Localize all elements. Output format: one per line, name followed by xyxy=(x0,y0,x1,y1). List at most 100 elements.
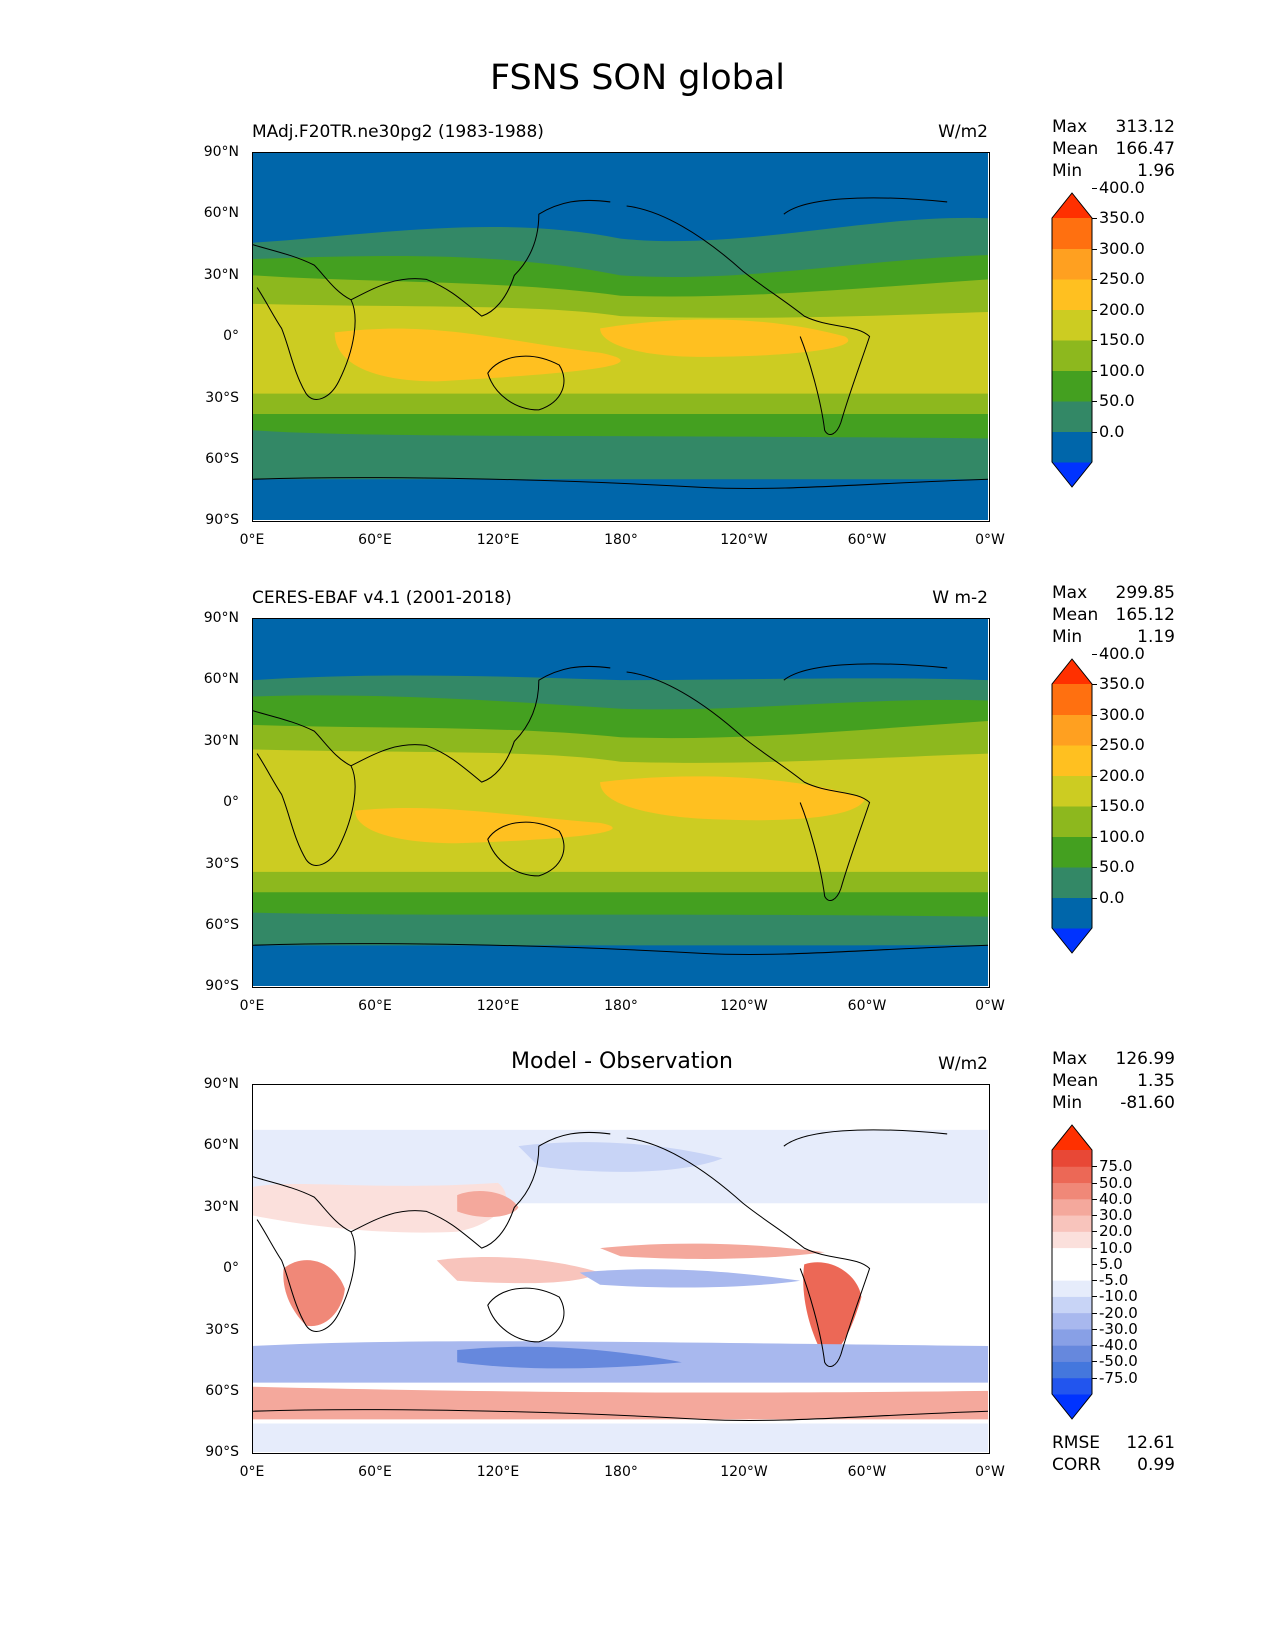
blob-blue-so xyxy=(457,1346,682,1369)
colorbar-tick xyxy=(1092,1231,1097,1233)
colorbar-swatch xyxy=(1052,806,1092,837)
colorbar-tick xyxy=(1092,1182,1097,1184)
stat-key: RMSE xyxy=(1052,1433,1101,1453)
stat-key: Max xyxy=(1052,117,1088,137)
colorbar-label: 40.0 xyxy=(1099,1189,1133,1208)
colorbar-label: 350.0 xyxy=(1099,674,1145,693)
colorbar-tick xyxy=(1092,775,1097,777)
colorbar-tick xyxy=(1092,1312,1097,1314)
colorbar-label: 50.0 xyxy=(1099,391,1135,410)
p1-lon-120w: 120°W xyxy=(720,532,768,548)
band-red-acc xyxy=(253,1386,988,1420)
colorbar-swatch xyxy=(1052,370,1092,402)
panel2-map-svg xyxy=(253,619,988,986)
panel3-units: W/m2 xyxy=(938,1054,988,1074)
colorbar-swatch xyxy=(1052,340,1092,371)
p3-lat-90n: 90°N xyxy=(203,1076,239,1092)
p3-lon-60e: 60°E xyxy=(358,1464,392,1480)
p1-lat-30s: 30°S xyxy=(205,390,239,406)
colorbar-extend-max xyxy=(1052,1125,1092,1150)
coastlines xyxy=(253,197,988,489)
blob-blue-npac xyxy=(518,1142,723,1172)
colorbar-label: -10.0 xyxy=(1099,1287,1138,1306)
colorbar-tick xyxy=(1092,1166,1097,1168)
colorbar-swatch xyxy=(1052,1345,1092,1362)
colorbar-tick xyxy=(1092,897,1097,899)
p3-lon-180: 180° xyxy=(604,1464,638,1480)
p2-lat-60s: 60°S xyxy=(205,917,239,933)
blob-gold-pac xyxy=(600,776,866,821)
colorbar-swatch xyxy=(1052,248,1092,280)
colorbar-tick xyxy=(1092,279,1097,280)
p3-lat-90s: 90°S xyxy=(205,1444,239,1460)
band-polar-s xyxy=(253,945,988,986)
stat-key: Mean xyxy=(1052,1071,1099,1091)
p1-lat-60s: 60°S xyxy=(205,451,239,467)
colorbar-tick xyxy=(1092,1215,1097,1217)
colorbar-label: -40.0 xyxy=(1099,1336,1138,1355)
colorbar-tick xyxy=(1092,1361,1097,1363)
p2-lat-90n: 90°N xyxy=(203,610,239,626)
colorbar-label: 300.0 xyxy=(1099,238,1145,258)
colorbar-swatch xyxy=(1052,1377,1092,1395)
colorbar-tick xyxy=(1092,806,1097,807)
coastlines xyxy=(253,663,988,955)
colorbar-swatch xyxy=(1052,836,1092,868)
p2-lat-0: 0° xyxy=(223,794,239,810)
p3-lon-0e: 0°E xyxy=(239,1464,265,1480)
colorbar-tick xyxy=(1092,1328,1097,1330)
colorbar-label: 350.0 xyxy=(1099,208,1145,227)
colorbar-swatch xyxy=(1052,1361,1092,1379)
blob-red-africa xyxy=(253,1182,507,1233)
colorbar-outline xyxy=(1051,192,1093,488)
stat-value: 12.61 xyxy=(1126,1433,1175,1453)
stat-row: Max 299.85 xyxy=(1052,582,1175,604)
colorbar-label: 0.0 xyxy=(1099,887,1125,907)
p2-lon-0w: 0°W xyxy=(975,998,1005,1014)
colorbar-tick xyxy=(1092,1345,1097,1347)
colorbar-swatch xyxy=(1052,1198,1092,1216)
colorbar-label: 150.0 xyxy=(1099,330,1145,349)
colorbar-label: 200.0 xyxy=(1099,765,1145,785)
colorbar-tick xyxy=(1092,836,1097,838)
colorbar-tick xyxy=(1092,340,1097,341)
coastlines xyxy=(253,1129,988,1421)
colorbar-extend-min xyxy=(1052,928,1092,953)
panel2-colorbar: 0.0 50.0 100.0 150.0 200.0 250.0 300.0 350.0 400… xyxy=(1050,645,1230,954)
panel3-title: Model - Observation xyxy=(511,1049,733,1074)
p2-lon-60e: 60°E xyxy=(358,998,392,1014)
panel3-map xyxy=(252,1084,990,1454)
colorbar-label: -30.0 xyxy=(1099,1319,1138,1338)
panel1-stats: Max 313.12 Mean 166.47 Min 1.96 xyxy=(1052,116,1175,182)
p2-lat-30s: 30°S xyxy=(205,856,239,872)
panel1-title: MAdj.F20TR.ne30pg2 (1983-1988) xyxy=(252,122,544,142)
colorbar-tick xyxy=(1092,309,1097,311)
blob-gold-io xyxy=(355,807,613,844)
colorbar-tick xyxy=(1092,1263,1097,1265)
colorbar-label: 200.0 xyxy=(1099,299,1145,319)
p2-lon-0e: 0°E xyxy=(239,998,265,1014)
p3-lat-60s: 60°S xyxy=(205,1383,239,1399)
colorbar-label: 400.0 xyxy=(1099,643,1145,663)
p1-lat-0: 0° xyxy=(223,328,239,344)
colorbar-swatch xyxy=(1052,867,1092,898)
colorbar-swatch xyxy=(1052,775,1092,807)
colorbar-swatch xyxy=(1052,218,1092,249)
colorbar-swatch xyxy=(1052,1280,1092,1297)
colorbar-svg xyxy=(1051,192,1093,488)
p1-lat-90n: 90°N xyxy=(203,144,239,160)
blob-gold-io xyxy=(334,328,621,382)
colorbar-label: 250.0 xyxy=(1099,735,1145,754)
colorbar-extend-max xyxy=(1052,659,1092,684)
colorbar-tick xyxy=(1092,684,1097,685)
p3-lon-0w: 0°W xyxy=(975,1464,1005,1480)
colorbar-tick xyxy=(1092,1296,1097,1298)
colorbar-extend-min xyxy=(1052,462,1092,487)
colorbar-label: -5.0 xyxy=(1099,1271,1129,1290)
colorbar-label: 20.0 xyxy=(1099,1222,1133,1241)
stat-value: 126.99 xyxy=(1115,1049,1175,1069)
colorbar-label: 400.0 xyxy=(1099,177,1145,197)
blob-gold-pac xyxy=(600,319,849,357)
colorbar-tick xyxy=(1092,370,1097,372)
p2-lon-120w: 120°W xyxy=(720,998,768,1014)
